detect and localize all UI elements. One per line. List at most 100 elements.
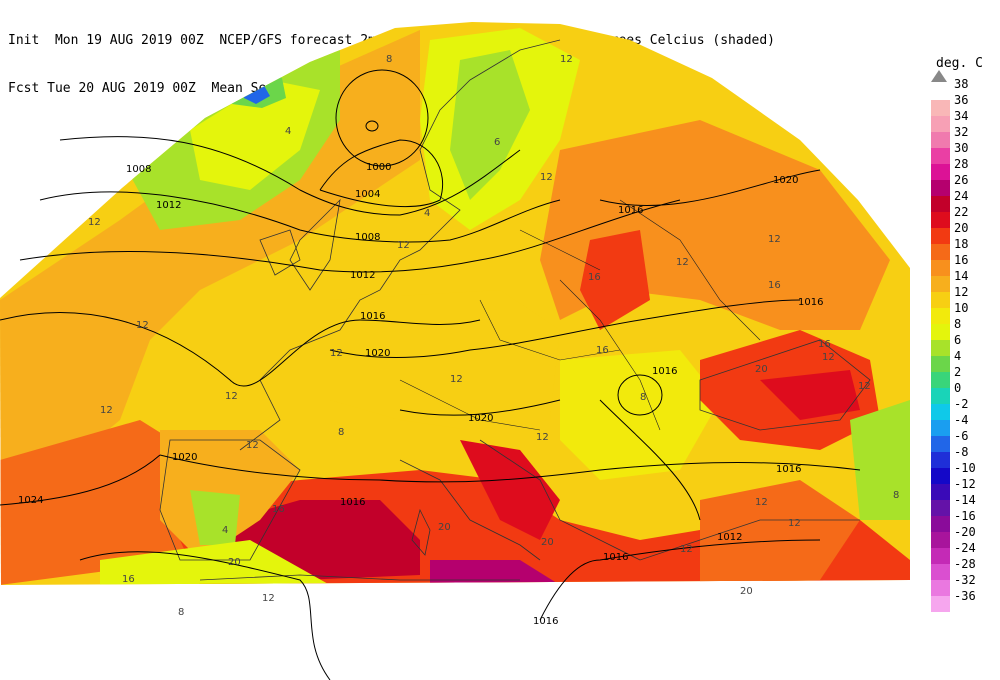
dewpoint-label: 12 — [858, 381, 871, 392]
legend-swatch — [931, 436, 950, 452]
dewpoint-label: 20 — [740, 586, 753, 597]
legend-swatch — [931, 276, 950, 292]
isobar-label: 1016 — [360, 311, 385, 322]
legend-swatch — [931, 180, 950, 196]
legend-row: -8 — [928, 445, 1000, 468]
legend-swatch — [931, 260, 950, 276]
dewpoint-label: 16 — [768, 280, 781, 291]
dewpoint-label: 12 — [676, 257, 689, 268]
legend-label: -36 — [954, 589, 976, 603]
legend-row: -2 — [928, 397, 1000, 420]
legend-swatch — [931, 548, 950, 564]
coastlines — [159, 39, 871, 581]
legend-swatch — [931, 244, 950, 260]
legend-row: 22 — [928, 205, 1000, 228]
legend-label: 26 — [954, 173, 969, 187]
dewpoint-label: 20 — [438, 522, 451, 533]
dewpoint-label: 4 — [424, 208, 430, 219]
dewpoint-label: 12 — [225, 391, 238, 402]
dewpoint-label: 12 — [262, 593, 275, 604]
legend-label: -12 — [954, 477, 976, 491]
legend-label: 28 — [954, 157, 969, 171]
legend-swatch — [931, 324, 950, 340]
legend-swatch — [931, 372, 950, 388]
legend-row: 2 — [928, 365, 1000, 388]
legend-label: 0 — [954, 381, 962, 395]
legend-label: 34 — [954, 109, 969, 123]
legend-row: 34 — [928, 109, 1000, 132]
dewpoint-label: 12 — [88, 217, 101, 228]
dewpoint-label: 6 — [494, 137, 500, 148]
dewpoint-label: 12 — [536, 432, 549, 443]
isobar-label: 1012 — [350, 270, 375, 281]
isobar-label: 1008 — [355, 232, 380, 243]
isobar-label: 1000 — [366, 162, 391, 173]
country-borders — [399, 199, 761, 431]
dewpoint-label: 12 — [330, 348, 343, 359]
dewpoint-label: 16 — [596, 345, 609, 356]
dewpoint-label: 20 — [228, 557, 241, 568]
legend-swatch — [931, 580, 950, 596]
legend-row: 20 — [928, 221, 1000, 244]
dewpoint-label: 12 — [768, 234, 781, 245]
legend-swatch — [931, 500, 950, 516]
legend-row: 8 — [928, 317, 1000, 340]
legend-swatch — [931, 596, 950, 612]
legend-label: -8 — [954, 445, 969, 459]
dewpoint-label: 4 — [222, 525, 228, 536]
legend-swatch — [931, 564, 950, 580]
legend-label: -2 — [954, 397, 969, 411]
legend-row: 30 — [928, 141, 1000, 164]
legend-swatch — [931, 420, 950, 436]
dewpoint-label: 16 — [272, 504, 285, 515]
dewpoint-label: 12 — [540, 172, 553, 183]
dewpoint-label: 12 — [755, 497, 768, 508]
legend-label: -24 — [954, 541, 976, 555]
legend-row: -16 — [928, 509, 1000, 532]
isobar-label: 1020 — [468, 413, 493, 424]
legend-label: 10 — [954, 301, 969, 315]
isobar-label: 1016 — [533, 616, 558, 627]
legend-label: -4 — [954, 413, 969, 427]
legend-label: 24 — [954, 189, 969, 203]
dewpoint-label: 20 — [755, 364, 768, 375]
legend-label: 22 — [954, 205, 969, 219]
legend-label: 16 — [954, 253, 969, 267]
legend-label: 2 — [954, 365, 962, 379]
isobar-labels: 1008 1012 1000 1004 1008 1012 1016 1020 … — [18, 162, 823, 627]
isobar-label: 1012 — [717, 532, 742, 543]
legend-row: 24 — [928, 189, 1000, 212]
isobar-label: 1016 — [652, 366, 677, 377]
legend-row: 16 — [928, 253, 1000, 276]
legend-label: 18 — [954, 237, 969, 251]
isobar-label: 1016 — [618, 205, 643, 216]
dewpoint-label: 16 — [588, 272, 601, 283]
legend-row: -32 — [928, 573, 1000, 596]
legend-label: -10 — [954, 461, 976, 475]
dewpoint-label: 8 — [893, 490, 899, 501]
isobar-label: 1016 — [340, 497, 365, 508]
isobar-label: 1012 — [156, 200, 181, 211]
isobar-label: 1020 — [365, 348, 390, 359]
legend-row: 6 — [928, 333, 1000, 356]
weather-map: 1008 1012 1000 1004 1008 1012 1016 1020 … — [0, 22, 910, 680]
legend-label: -28 — [954, 557, 976, 571]
legend-label: 4 — [954, 349, 962, 363]
legend-row: -14 — [928, 493, 1000, 516]
dewpoint-label: 20 — [541, 537, 554, 548]
dewpoint-label: 12 — [397, 240, 410, 251]
dewpoint-label: 12 — [788, 518, 801, 529]
legend-row: -6 — [928, 429, 1000, 452]
isobar-label: 1004 — [355, 189, 380, 200]
legend-swatch — [931, 484, 950, 500]
legend-row: -20 — [928, 525, 1000, 548]
legend-swatch — [931, 308, 950, 324]
legend-row: -28 — [928, 557, 1000, 580]
dewpoint-label: 8 — [386, 54, 392, 65]
legend-label: -14 — [954, 493, 976, 507]
isobar-label: 1024 — [18, 495, 43, 506]
legend-label: 6 — [954, 333, 962, 347]
legend-row: -24 — [928, 541, 1000, 564]
legend-row: 12 — [928, 285, 1000, 308]
legend-swatch — [931, 468, 950, 484]
